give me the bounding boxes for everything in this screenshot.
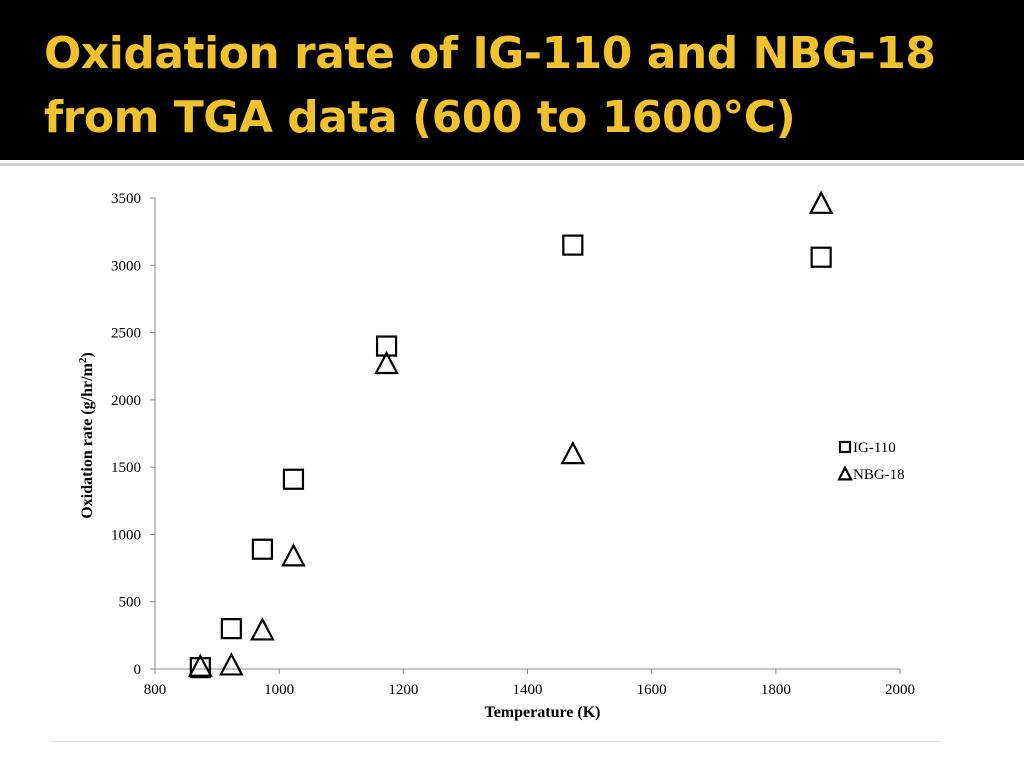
y-axis-ticks: 0 500 1000 1500 2000 2500 3000 3500: [111, 191, 155, 678]
y-tick-label: 0: [134, 662, 142, 678]
slide-title-line-1: Oxidation rate of IG-110 and NBG-18: [44, 28, 936, 79]
slide-title: Oxidation rate of IG-110 and NBG-18 from…: [44, 22, 1004, 150]
y-axis-label-superscript: 2: [77, 357, 89, 363]
y-tick-label: 3000: [111, 258, 141, 274]
point-ig-110: [375, 335, 398, 357]
point-nbg-18: [374, 350, 399, 375]
y-tick-label: 1000: [111, 527, 141, 543]
point-ig-110: [220, 618, 242, 640]
y-tick-label: 2500: [111, 326, 141, 342]
legend-label-ig-110: IG-110: [853, 440, 896, 456]
footer-divider: [50, 741, 940, 742]
title-divider: [0, 163, 1024, 166]
data-points: [187, 190, 834, 679]
slide-title-line-2: from TGA data (600 to 1600°C): [44, 92, 796, 143]
point-nbg-18: [560, 440, 586, 465]
x-tick-label: 1200: [388, 682, 418, 698]
point-ig-110: [251, 538, 274, 560]
x-tick-label: 1400: [513, 682, 543, 698]
point-ig-110: [282, 468, 305, 490]
x-tick-label: 1800: [761, 682, 791, 698]
x-axis-ticks: 800 1000 1200 1400 1600 1800 2000: [144, 669, 915, 698]
title-bar: Oxidation rate of IG-110 and NBG-18 from…: [0, 0, 1024, 160]
point-ig-110: [562, 234, 584, 256]
x-axis-label: Temperature (K): [485, 704, 601, 721]
y-tick-label: 500: [119, 595, 142, 611]
point-nbg-18: [250, 617, 275, 641]
y-axis-label: Oxidation rate (g/hr/m2): [77, 352, 96, 518]
y-tick-label: 2000: [111, 393, 141, 409]
point-nbg-18: [281, 543, 306, 567]
legend-label-nbg-18: NBG-18: [853, 467, 905, 483]
chart-legend: IG-110 NBG-18: [837, 440, 905, 483]
x-tick-label: 2000: [885, 682, 915, 698]
point-nbg-18: [219, 652, 244, 676]
legend-marker-ig-110: [838, 440, 852, 454]
point-nbg-18: [808, 190, 834, 214]
x-tick-label: 1000: [264, 682, 294, 698]
y-tick-label: 3500: [111, 191, 141, 207]
point-ig-110: [810, 246, 832, 268]
legend-marker-nbg-18: [837, 465, 853, 481]
x-tick-label: 800: [144, 682, 167, 698]
oxidation-rate-scatter-chart: 800 1000 1200 1400 1600 1800 2000 0 500 1000 1500…: [77, 190, 915, 721]
point-nbg-18: [187, 653, 213, 677]
x-tick-label: 1600: [637, 682, 667, 698]
chart-axes: [154, 198, 900, 670]
y-tick-label: 1500: [111, 460, 141, 476]
